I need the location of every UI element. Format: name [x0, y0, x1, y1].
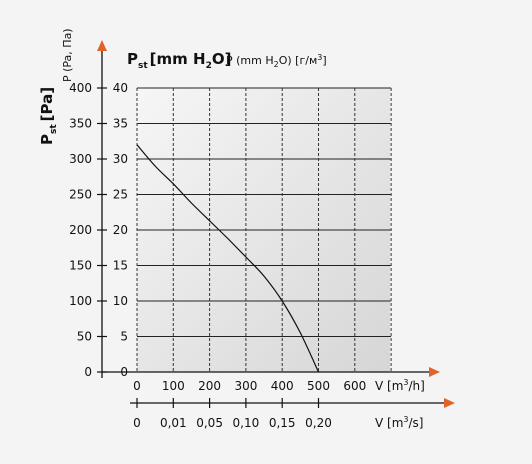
y-tick-label-mmh2o: 30 — [113, 152, 128, 166]
y-tick-label-mmh2o: 25 — [113, 188, 128, 202]
mm-title-sub: st — [138, 61, 148, 71]
mm-title-main: P — [127, 50, 138, 68]
y-tick-label-pa: 300 — [69, 152, 92, 166]
y-axis-alt-title-mmh2o: P (mm H2O) [г/м3] — [226, 53, 327, 69]
mm-title-unit: [mm H — [150, 50, 206, 68]
x2-tick-label: 0,15 — [269, 416, 296, 430]
y-axis-title-pa: Pst [Pa] — [38, 87, 59, 145]
x-tick-label: 100 — [162, 379, 185, 393]
mm-title-end: O] — [212, 50, 232, 68]
tick-marks — [97, 87, 320, 408]
y-title-pa-sub: st — [49, 124, 59, 134]
y-tick-label-mmh2o: 20 — [113, 223, 128, 237]
y-tick-label-pa: 50 — [77, 330, 92, 344]
y-tick-label-pa: 400 — [69, 81, 92, 95]
y-tick-label-pa: 350 — [69, 117, 92, 131]
y-tick-label-mmh2o: 35 — [113, 117, 128, 131]
y-axis-alt-title-pa: P (Pa, Па) — [61, 28, 74, 82]
y-tick-label-pa: 100 — [69, 294, 92, 308]
y-tick-label-mmh2o: 5 — [120, 330, 128, 344]
x-tick-label: 300 — [234, 379, 257, 393]
y-title-pa-main: P — [38, 134, 56, 145]
y-tick-label-pa: 200 — [69, 223, 92, 237]
x2-tick-label: 0 — [133, 416, 141, 430]
grid — [136, 87, 392, 372]
y-axis-arrow — [97, 40, 107, 51]
y-tick-label-mmh2o: 15 — [113, 259, 128, 273]
x2-tick-label: 0,10 — [233, 416, 260, 430]
y-tick-label-pa: 0 — [84, 365, 92, 379]
x2-tick-label: 0,05 — [196, 416, 223, 430]
x-axis-arrow — [429, 367, 440, 377]
x-tick-label: 0 — [133, 379, 141, 393]
x-tick-label: 500 — [307, 379, 330, 393]
x2-axis-arrow — [444, 398, 455, 408]
x2-axis-title: V [m3/s] — [375, 415, 423, 430]
y-tick-label-pa: 150 — [69, 259, 92, 273]
y-title-pa-unit: [Pa] — [38, 87, 56, 121]
mm-title-sub2: 2 — [206, 61, 212, 71]
x-tick-label: 200 — [198, 379, 221, 393]
x2-tick-label: 0,01 — [160, 416, 187, 430]
x2-tick-label: 0,20 — [305, 416, 332, 430]
y-tick-label-mmh2o: 0 — [120, 365, 128, 379]
y-axis-title-mmh2o: Pst [mm H2O] — [127, 50, 231, 71]
y-tick-label-mmh2o: 10 — [113, 294, 128, 308]
x-tick-label: 400 — [271, 379, 294, 393]
x-axis-title: V [m3/h] — [375, 378, 425, 393]
performance-curve — [136, 144, 320, 373]
y-tick-label-mmh2o: 40 — [113, 81, 128, 95]
y-tick-label-pa: 250 — [69, 188, 92, 202]
x-tick-label: 600 — [343, 379, 366, 393]
